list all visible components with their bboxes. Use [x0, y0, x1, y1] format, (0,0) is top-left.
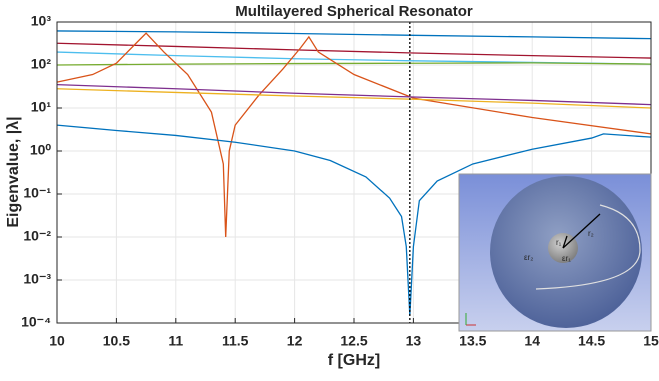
x-tick-label: 13.5 [459, 333, 486, 349]
x-axis-title: f [GHz] [328, 352, 380, 369]
x-tick-label: 10.5 [103, 333, 130, 349]
axes-box [56, 21, 652, 324]
series-line [56, 62, 652, 66]
y-tick-label: 10² [31, 56, 52, 72]
inset-image: εr₂ εr₁ r₁ r₂ [458, 173, 652, 332]
y-tick-label: 10⁻³ [23, 271, 51, 287]
inset-label: εr₁ [562, 254, 571, 263]
x-tick-label: 13 [406, 333, 422, 349]
series-line [56, 30, 652, 40]
x-tick-label: 11 [168, 333, 183, 349]
series-line [56, 88, 652, 109]
y-tick-label: 10⁻² [23, 228, 51, 244]
y-axis-title: Eigenvalue, |λ| [5, 116, 22, 227]
inset-label: εr₂ [524, 253, 533, 262]
y-tick-label: 10⁻¹ [23, 185, 51, 201]
plot-area: 10 10.5 11 11.5 12 12.5 13 13.5 14 14.5 15 10⁻⁴ 10⁻³… [21, 13, 659, 349]
x-tick-label: 10 [49, 333, 65, 349]
r2-arrow [562, 213, 601, 249]
chart-title: Multilayered Spherical Resonator [235, 3, 473, 20]
r1-arrow [562, 235, 568, 249]
series-line [56, 124, 652, 316]
inset-label: r₁ [556, 238, 562, 247]
y-tick-label: 10⁰ [30, 142, 52, 158]
x-tick-label: 12.5 [340, 333, 367, 349]
y-tick-label: 10⁻⁴ [21, 314, 51, 330]
x-tick-label: 12 [287, 333, 303, 349]
inset-label: r₂ [588, 229, 594, 238]
series-line [56, 32, 652, 238]
orbit [535, 204, 641, 290]
series-line [56, 42, 652, 59]
x-tick-label: 15 [643, 333, 659, 349]
x-tick-label: 14 [524, 333, 540, 349]
series-line [56, 83, 652, 106]
x-tick-label: 11.5 [222, 333, 249, 349]
y-tick-label: 10¹ [31, 99, 52, 115]
y-tick-label: 10³ [31, 13, 52, 29]
x-tick-label: 14.5 [578, 333, 605, 349]
